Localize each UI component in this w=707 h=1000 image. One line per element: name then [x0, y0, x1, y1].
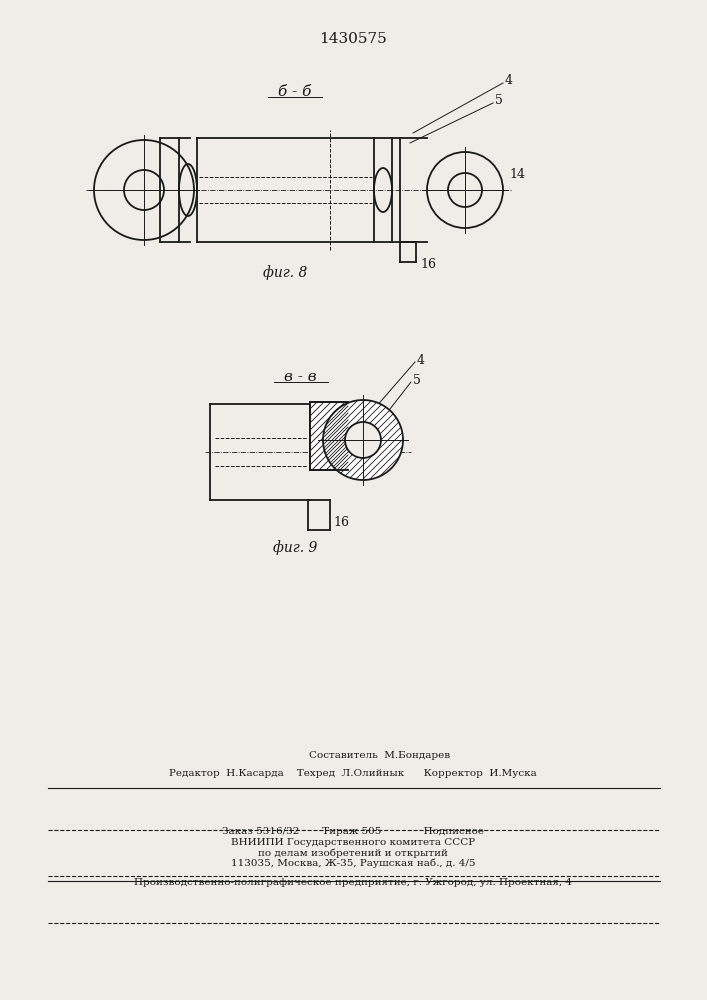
Text: 5: 5: [495, 94, 503, 106]
Text: ВНИИПИ Государственного комитета СССР: ВНИИПИ Государственного комитета СССР: [231, 838, 475, 847]
Text: Составитель  М.Бондарев: Составитель М.Бондарев: [310, 751, 450, 760]
Text: 4: 4: [417, 354, 425, 366]
Text: 4: 4: [505, 74, 513, 87]
Circle shape: [345, 422, 381, 458]
Text: фиг. 8: фиг. 8: [263, 265, 307, 280]
Text: Редактор  Н.Касарда    Техред  Л.Олийнык      Корректор  И.Муска: Редактор Н.Касарда Техред Л.Олийнык Корр…: [169, 769, 537, 778]
Text: 16: 16: [420, 258, 436, 271]
Text: 113035, Москва, Ж-35, Раушская наб., д. 4/5: 113035, Москва, Ж-35, Раушская наб., д. …: [230, 858, 475, 868]
Text: 14: 14: [509, 167, 525, 180]
Text: фиг. 9: фиг. 9: [273, 540, 317, 555]
Text: 1430575: 1430575: [319, 32, 387, 46]
Circle shape: [323, 400, 403, 480]
Text: Заказ 5316/32       Тираж 505             Подписное: Заказ 5316/32 Тираж 505 Подписное: [222, 827, 484, 836]
Text: Производственно-полиграфическое предприятие, г. Ужгород, ул. Проектная, 4: Производственно-полиграфическое предприя…: [134, 878, 572, 887]
Text: б - б: б - б: [279, 85, 312, 99]
Text: в - в: в - в: [284, 370, 316, 384]
Bar: [310, 402, 348, 470]
Text: 16: 16: [333, 516, 349, 528]
Text: по делам изобретений и открытий: по делам изобретений и открытий: [258, 848, 448, 858]
Text: 5: 5: [413, 373, 421, 386]
